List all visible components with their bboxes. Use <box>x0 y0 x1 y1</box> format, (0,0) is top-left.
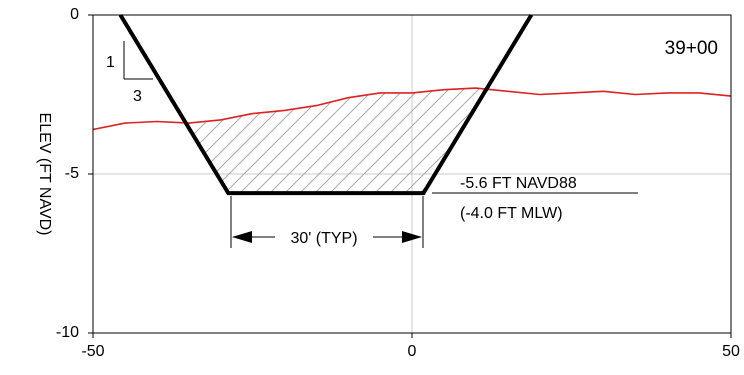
x-tick-label-1: 0 <box>408 343 417 360</box>
depth-annotation: -5.6 FT NAVD88 (-4.0 FT MLW) <box>432 175 638 222</box>
slope-run-label: 3 <box>133 88 142 105</box>
dimension-arrow-left <box>232 231 252 243</box>
x-tick-label-0: -50 <box>81 343 104 360</box>
width-dimension: 30' (TYP) <box>230 196 424 248</box>
y-tick-label-1: -5 <box>65 165 79 182</box>
y-axis-label: ELEV (FT NAVD) <box>36 113 53 236</box>
tick-layer: -50 0 50 0 -5 -10 <box>56 6 740 360</box>
dimension-arrow-right <box>402 231 422 243</box>
depth-navd-label: -5.6 FT NAVD88 <box>460 175 577 192</box>
station-label: 39+00 <box>665 38 718 59</box>
grid-layer <box>93 15 731 333</box>
slope-rise-label: 1 <box>106 54 115 71</box>
y-tick-label-2: -10 <box>56 324 79 341</box>
x-tick-label-2: 50 <box>722 343 740 360</box>
y-tick-label-0: 0 <box>70 6 79 23</box>
depth-mlw-label: (-4.0 FT MLW) <box>460 205 563 222</box>
dredge-template-line <box>118 13 534 196</box>
slope-indicator: 1 3 <box>106 41 153 105</box>
existing-ground-line <box>93 87 731 131</box>
width-label: 30' (TYP) <box>290 230 357 247</box>
